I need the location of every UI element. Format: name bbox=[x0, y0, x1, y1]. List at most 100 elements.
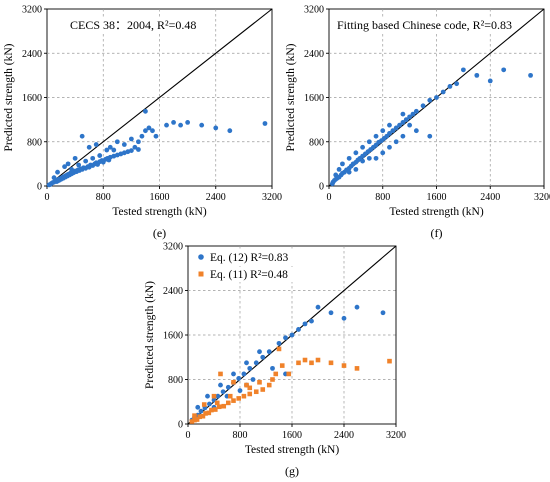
data-point-series-1 bbox=[247, 385, 253, 391]
data-point-series-0 bbox=[146, 125, 152, 131]
data-point-series-0 bbox=[400, 133, 406, 139]
y-tick-label: 1600 bbox=[22, 93, 42, 104]
data-point-series-0 bbox=[474, 72, 480, 78]
data-point-series-0 bbox=[46, 182, 52, 188]
data-point-series-0 bbox=[393, 139, 399, 145]
data-point-series-0 bbox=[213, 125, 219, 131]
data-point-series-0 bbox=[341, 315, 347, 321]
data-point-series-0 bbox=[93, 142, 99, 147]
data-point-series-0 bbox=[207, 401, 212, 407]
data-point-series-0 bbox=[178, 122, 183, 128]
data-point-series-0 bbox=[434, 95, 439, 100]
data-point-series-0 bbox=[393, 125, 399, 131]
legend-marker-circle bbox=[198, 254, 204, 260]
data-point-series-0 bbox=[218, 382, 223, 388]
legend-label: Eq. (12) R²=0.83 bbox=[210, 252, 289, 264]
data-point-series-0 bbox=[328, 310, 334, 316]
data-point-series-1 bbox=[279, 363, 285, 368]
data-point-series-0 bbox=[69, 167, 75, 172]
x-tick-label: 3200 bbox=[386, 430, 406, 441]
data-point-series-0 bbox=[253, 360, 259, 366]
data-point-series-1 bbox=[276, 346, 282, 352]
data-point-series-0 bbox=[55, 169, 60, 175]
y-axis-label: Predicted strength (kN) bbox=[285, 43, 297, 151]
data-point-series-0 bbox=[354, 304, 360, 310]
legend-marker-square bbox=[198, 271, 204, 277]
y-axis-label: Predicted strength (kN) bbox=[144, 281, 156, 389]
data-point-series-0 bbox=[366, 155, 372, 161]
data-point-series-1 bbox=[341, 363, 347, 368]
data-point-series-1 bbox=[214, 400, 220, 406]
panel-label: (f) bbox=[431, 226, 443, 240]
data-point-series-1 bbox=[221, 403, 227, 409]
data-point-series-0 bbox=[128, 136, 134, 142]
data-point-series-0 bbox=[283, 335, 288, 341]
legend-background bbox=[194, 267, 314, 282]
data-point-series-0 bbox=[79, 133, 85, 139]
y-tick-label: 800 bbox=[168, 375, 183, 386]
data-point-series-1 bbox=[260, 387, 266, 392]
data-point-series-0 bbox=[143, 128, 148, 134]
data-point-series-0 bbox=[114, 139, 120, 145]
data-point-series-0 bbox=[413, 108, 419, 114]
data-point-series-0 bbox=[276, 340, 282, 346]
data-point-series-0 bbox=[215, 393, 221, 399]
data-point-series-1 bbox=[226, 400, 231, 406]
x-tick-label: 0 bbox=[45, 192, 50, 203]
data-point-series-0 bbox=[360, 158, 365, 164]
data-point-series-0 bbox=[104, 147, 110, 153]
data-point-series-0 bbox=[195, 404, 201, 410]
data-point-series-1 bbox=[286, 371, 292, 377]
y-tick-label: 800 bbox=[309, 137, 324, 148]
data-point-series-0 bbox=[387, 144, 392, 150]
data-point-series-0 bbox=[51, 175, 57, 181]
y-tick-label: 1600 bbox=[163, 331, 183, 342]
data-point-series-0 bbox=[447, 84, 453, 89]
data-point-series-0 bbox=[501, 67, 507, 73]
data-point-series-0 bbox=[107, 144, 113, 150]
data-point-series-0 bbox=[380, 128, 386, 134]
x-tick-label: 800 bbox=[233, 430, 248, 441]
data-point-series-0 bbox=[403, 117, 409, 123]
data-point-series-1 bbox=[192, 413, 197, 418]
data-point-series-0 bbox=[373, 155, 379, 161]
data-point-series-0 bbox=[136, 139, 141, 145]
data-point-series-0 bbox=[143, 108, 148, 114]
data-point-series-0 bbox=[333, 172, 339, 178]
panel-label: (g) bbox=[285, 464, 299, 478]
data-point-series-1 bbox=[194, 417, 200, 422]
data-point-series-0 bbox=[121, 142, 127, 147]
data-point-series-1 bbox=[189, 419, 195, 424]
data-point-series-0 bbox=[62, 164, 67, 170]
x-tick-label: 800 bbox=[375, 192, 390, 203]
data-point-series-1 bbox=[211, 393, 217, 399]
data-point-series-0 bbox=[111, 147, 117, 153]
data-point-series-0 bbox=[260, 354, 266, 360]
data-point-series-1 bbox=[266, 382, 272, 388]
data-point-series-0 bbox=[237, 388, 243, 394]
data-point-series-0 bbox=[427, 133, 433, 139]
annotation-background bbox=[335, 17, 515, 33]
data-point-series-0 bbox=[329, 181, 335, 187]
data-point-series-0 bbox=[139, 133, 145, 139]
data-point-series-0 bbox=[460, 67, 466, 73]
data-point-series-0 bbox=[257, 349, 262, 355]
y-tick-label: 2400 bbox=[22, 49, 42, 60]
data-point-series-0 bbox=[76, 162, 82, 168]
x-tick-label: 800 bbox=[96, 192, 111, 203]
data-point-series-0 bbox=[420, 103, 426, 109]
y-tick-label: 0 bbox=[178, 420, 183, 431]
data-point-series-0 bbox=[266, 349, 272, 355]
data-point-series-0 bbox=[302, 321, 308, 327]
data-point-series-0 bbox=[407, 122, 413, 128]
data-point-series-0 bbox=[346, 155, 352, 161]
data-point-series-1 bbox=[247, 391, 253, 397]
data-point-series-0 bbox=[346, 169, 352, 175]
data-point-series-1 bbox=[296, 360, 301, 366]
data-point-series-0 bbox=[296, 327, 301, 332]
data-point-series-0 bbox=[227, 128, 233, 134]
chart-panel-g: 00 800 800 1600 1600 2400 2400 3200 3200 Tested s… bbox=[144, 242, 406, 479]
data-point-series-1 bbox=[209, 407, 214, 413]
data-point-series-0 bbox=[336, 167, 342, 172]
